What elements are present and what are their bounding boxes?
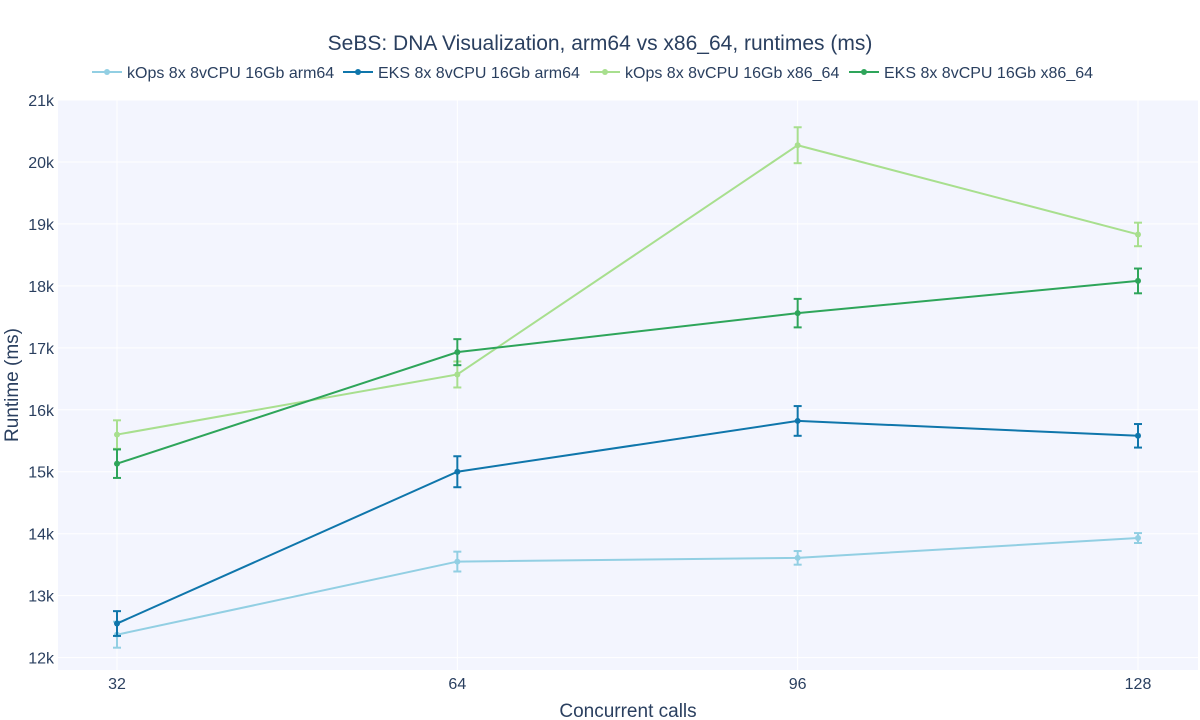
data-point [114, 620, 120, 627]
y-tick-label: 21k [28, 93, 55, 110]
legend-swatch-marker [861, 69, 867, 75]
data-point [454, 371, 461, 378]
legend-label: kOps 8x 8vCPU 16Gb arm64 [127, 65, 334, 82]
x-tick-label: 64 [448, 676, 466, 693]
y-tick-label: 20k [28, 155, 55, 172]
x-axis-ticks: 32 64 96 128 [108, 676, 1151, 693]
y-tick-label: 15k [28, 465, 55, 482]
y-tick-label: 14k [28, 527, 55, 544]
legend-swatch-marker [602, 69, 608, 75]
y-tick-label: 12k [28, 651, 55, 668]
series [113, 267, 1142, 479]
series-line [116, 419, 1139, 625]
legend-item[interactable]: EKS 8x 8vCPU 16Gb x86_64 [849, 65, 1093, 82]
x-tick-label: 32 [108, 676, 126, 693]
chart-title: SeBS: DNA Visualization, arm64 vs x86_64… [328, 32, 873, 55]
legend-item[interactable]: kOps 8x 8vCPU 16Gb arm64 [92, 65, 334, 82]
data-point [1135, 277, 1141, 284]
legend-label: kOps 8x 8vCPU 16Gb x86_64 [625, 65, 839, 82]
legend[interactable]: kOps 8x 8vCPU 16Gb arm64 EKS 8x 8vCPU 16G… [92, 65, 1093, 82]
data-point [1135, 231, 1141, 238]
data-point [794, 310, 801, 317]
data-point [1135, 535, 1141, 542]
data-point [454, 558, 461, 565]
y-tick-label: 16k [28, 403, 55, 420]
legend-label: EKS 8x 8vCPU 16Gb x86_64 [884, 65, 1093, 82]
x-tick-label: 128 [1125, 676, 1152, 693]
data-point [454, 349, 461, 356]
data-point [1135, 432, 1141, 439]
data-point [794, 142, 801, 149]
y-tick-label: 17k [28, 341, 55, 358]
series-group [113, 126, 1142, 649]
data-point [114, 431, 120, 438]
data-point [794, 417, 801, 424]
x-tick-label: 96 [789, 676, 807, 693]
y-tick-label: 13k [28, 589, 55, 606]
data-point [794, 554, 801, 561]
data-point [454, 468, 461, 475]
legend-swatch-marker [355, 69, 361, 75]
series [113, 126, 1142, 450]
series [113, 405, 1142, 637]
series [113, 532, 1142, 649]
y-tick-label: 19k [28, 217, 55, 234]
series-line [116, 537, 1139, 636]
legend-label: EKS 8x 8vCPU 16Gb arm64 [378, 65, 580, 82]
gridlines [58, 99, 1198, 670]
y-axis-title: Runtime (ms) [2, 328, 23, 442]
y-tick-label: 18k [28, 279, 55, 296]
x-axis-title: Concurrent calls [559, 701, 696, 720]
legend-item[interactable]: kOps 8x 8vCPU 16Gb x86_64 [590, 65, 839, 82]
legend-swatch-marker [104, 69, 110, 75]
legend-item[interactable]: EKS 8x 8vCPU 16Gb arm64 [343, 65, 580, 82]
series-line [116, 144, 1139, 436]
y-axis-ticks: 12k 13k 14k 15k 16k 17k 18k 19k 20k 21k [28, 93, 55, 668]
data-point [114, 460, 120, 467]
series-line [116, 279, 1139, 465]
plot-background [58, 100, 1198, 670]
